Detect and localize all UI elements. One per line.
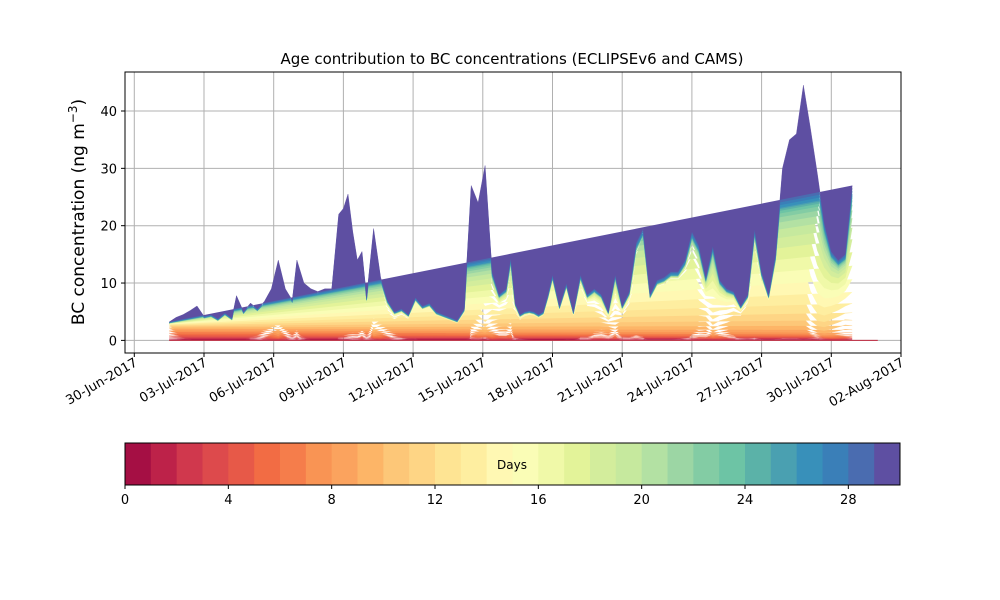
colorbar-swatch-28 <box>848 443 875 485</box>
x-tick-label: 18-Jul-2017 <box>486 355 559 406</box>
x-tick-label: 15-Jul-2017 <box>416 355 489 406</box>
y-axis-ticks: 0 10 20 30 40 <box>100 105 125 349</box>
colorbar-swatch-17 <box>564 443 591 485</box>
y-tick-label: 30 <box>100 162 117 177</box>
y-tick-label: 0 <box>109 334 117 349</box>
colorbar-swatch-6 <box>280 443 307 485</box>
x-tick-label: 30-Jun-2017 <box>63 355 140 408</box>
y-axis-label: BC concentration (ng m−3) <box>66 99 89 325</box>
colorbar-swatch-16 <box>538 443 565 485</box>
age-band-day-29 <box>168 85 853 323</box>
colorbar <box>125 443 901 485</box>
colorbar-tick-label: 20 <box>633 493 650 508</box>
colorbar-tick-label: 4 <box>224 493 232 508</box>
y-tick-label: 10 <box>100 277 117 292</box>
stacked-area-plot <box>168 85 878 341</box>
chart-title: Age contribution to BC concentrations (E… <box>281 50 744 68</box>
x-tick-label: 21-Jul-2017 <box>555 355 628 406</box>
colorbar-swatch-4 <box>228 443 255 485</box>
colorbar-tick-label: 28 <box>840 493 857 508</box>
colorbar-frame <box>124 442 901 486</box>
colorbar-tick-label: 12 <box>427 493 444 508</box>
age-band-day-1 <box>169 335 853 341</box>
colorbar-swatch-14 <box>486 443 513 485</box>
colorbar-swatch-21 <box>667 443 694 485</box>
colorbar-swatch-5 <box>254 443 281 485</box>
colorbar-label: Days <box>497 458 527 472</box>
colorbar-swatch-10 <box>383 443 410 485</box>
colorbar-swatch-15 <box>512 443 539 485</box>
colorbar-tick-label: 8 <box>328 493 336 508</box>
colorbar-swatch-11 <box>409 443 436 485</box>
colorbar-swatch-2 <box>176 443 203 485</box>
colorbar-swatch-13 <box>460 443 488 485</box>
colorbar-swatch-1 <box>150 443 178 485</box>
colorbar-swatch-19 <box>615 443 643 485</box>
x-tick-label: 27-Jul-2017 <box>695 355 768 406</box>
colorbar-swatch-3 <box>202 443 229 485</box>
colorbar-swatch-8 <box>331 443 358 485</box>
colorbar-ticks: 0 4 8 12 16 20 24 28 <box>121 485 857 508</box>
colorbar-swatch-24 <box>745 443 772 485</box>
colorbar-swatch-27 <box>822 443 849 485</box>
y-tick-label: 20 <box>100 220 117 235</box>
x-tick-label: 24-Jul-2017 <box>625 355 698 406</box>
y-tick-label: 40 <box>100 105 117 120</box>
colorbar-swatch-0 <box>125 443 152 485</box>
colorbar-swatch-18 <box>590 443 617 485</box>
colorbar-swatch-26 <box>796 443 823 485</box>
colorbar-tick-label: 24 <box>737 493 754 508</box>
x-tick-label: 03-Jul-2017 <box>137 355 210 406</box>
colorbar-swatch-29 <box>874 443 901 485</box>
x-tick-label: 12-Jul-2017 <box>346 355 419 406</box>
colorbar-swatch-23 <box>719 443 746 485</box>
colorbar-swatch-22 <box>693 443 720 485</box>
x-tick-label: 09-Jul-2017 <box>277 355 350 406</box>
x-axis-ticks: 30-Jun-201703-Jul-201706-Jul-201709-Jul-… <box>63 353 907 411</box>
colorbar-tick-label: 16 <box>530 493 547 508</box>
colorbar-swatch-9 <box>357 443 384 485</box>
x-tick-label: 02-Aug-2017 <box>827 355 907 410</box>
colorbar-swatch-20 <box>641 443 668 485</box>
colorbar-tick-label: 0 <box>121 493 129 508</box>
colorbar-swatch-7 <box>305 443 333 485</box>
colorbar-swatch-25 <box>770 443 798 485</box>
x-tick-label: 06-Jul-2017 <box>207 355 280 406</box>
colorbar-swatch-12 <box>435 443 462 485</box>
plot-frame <box>124 71 902 354</box>
